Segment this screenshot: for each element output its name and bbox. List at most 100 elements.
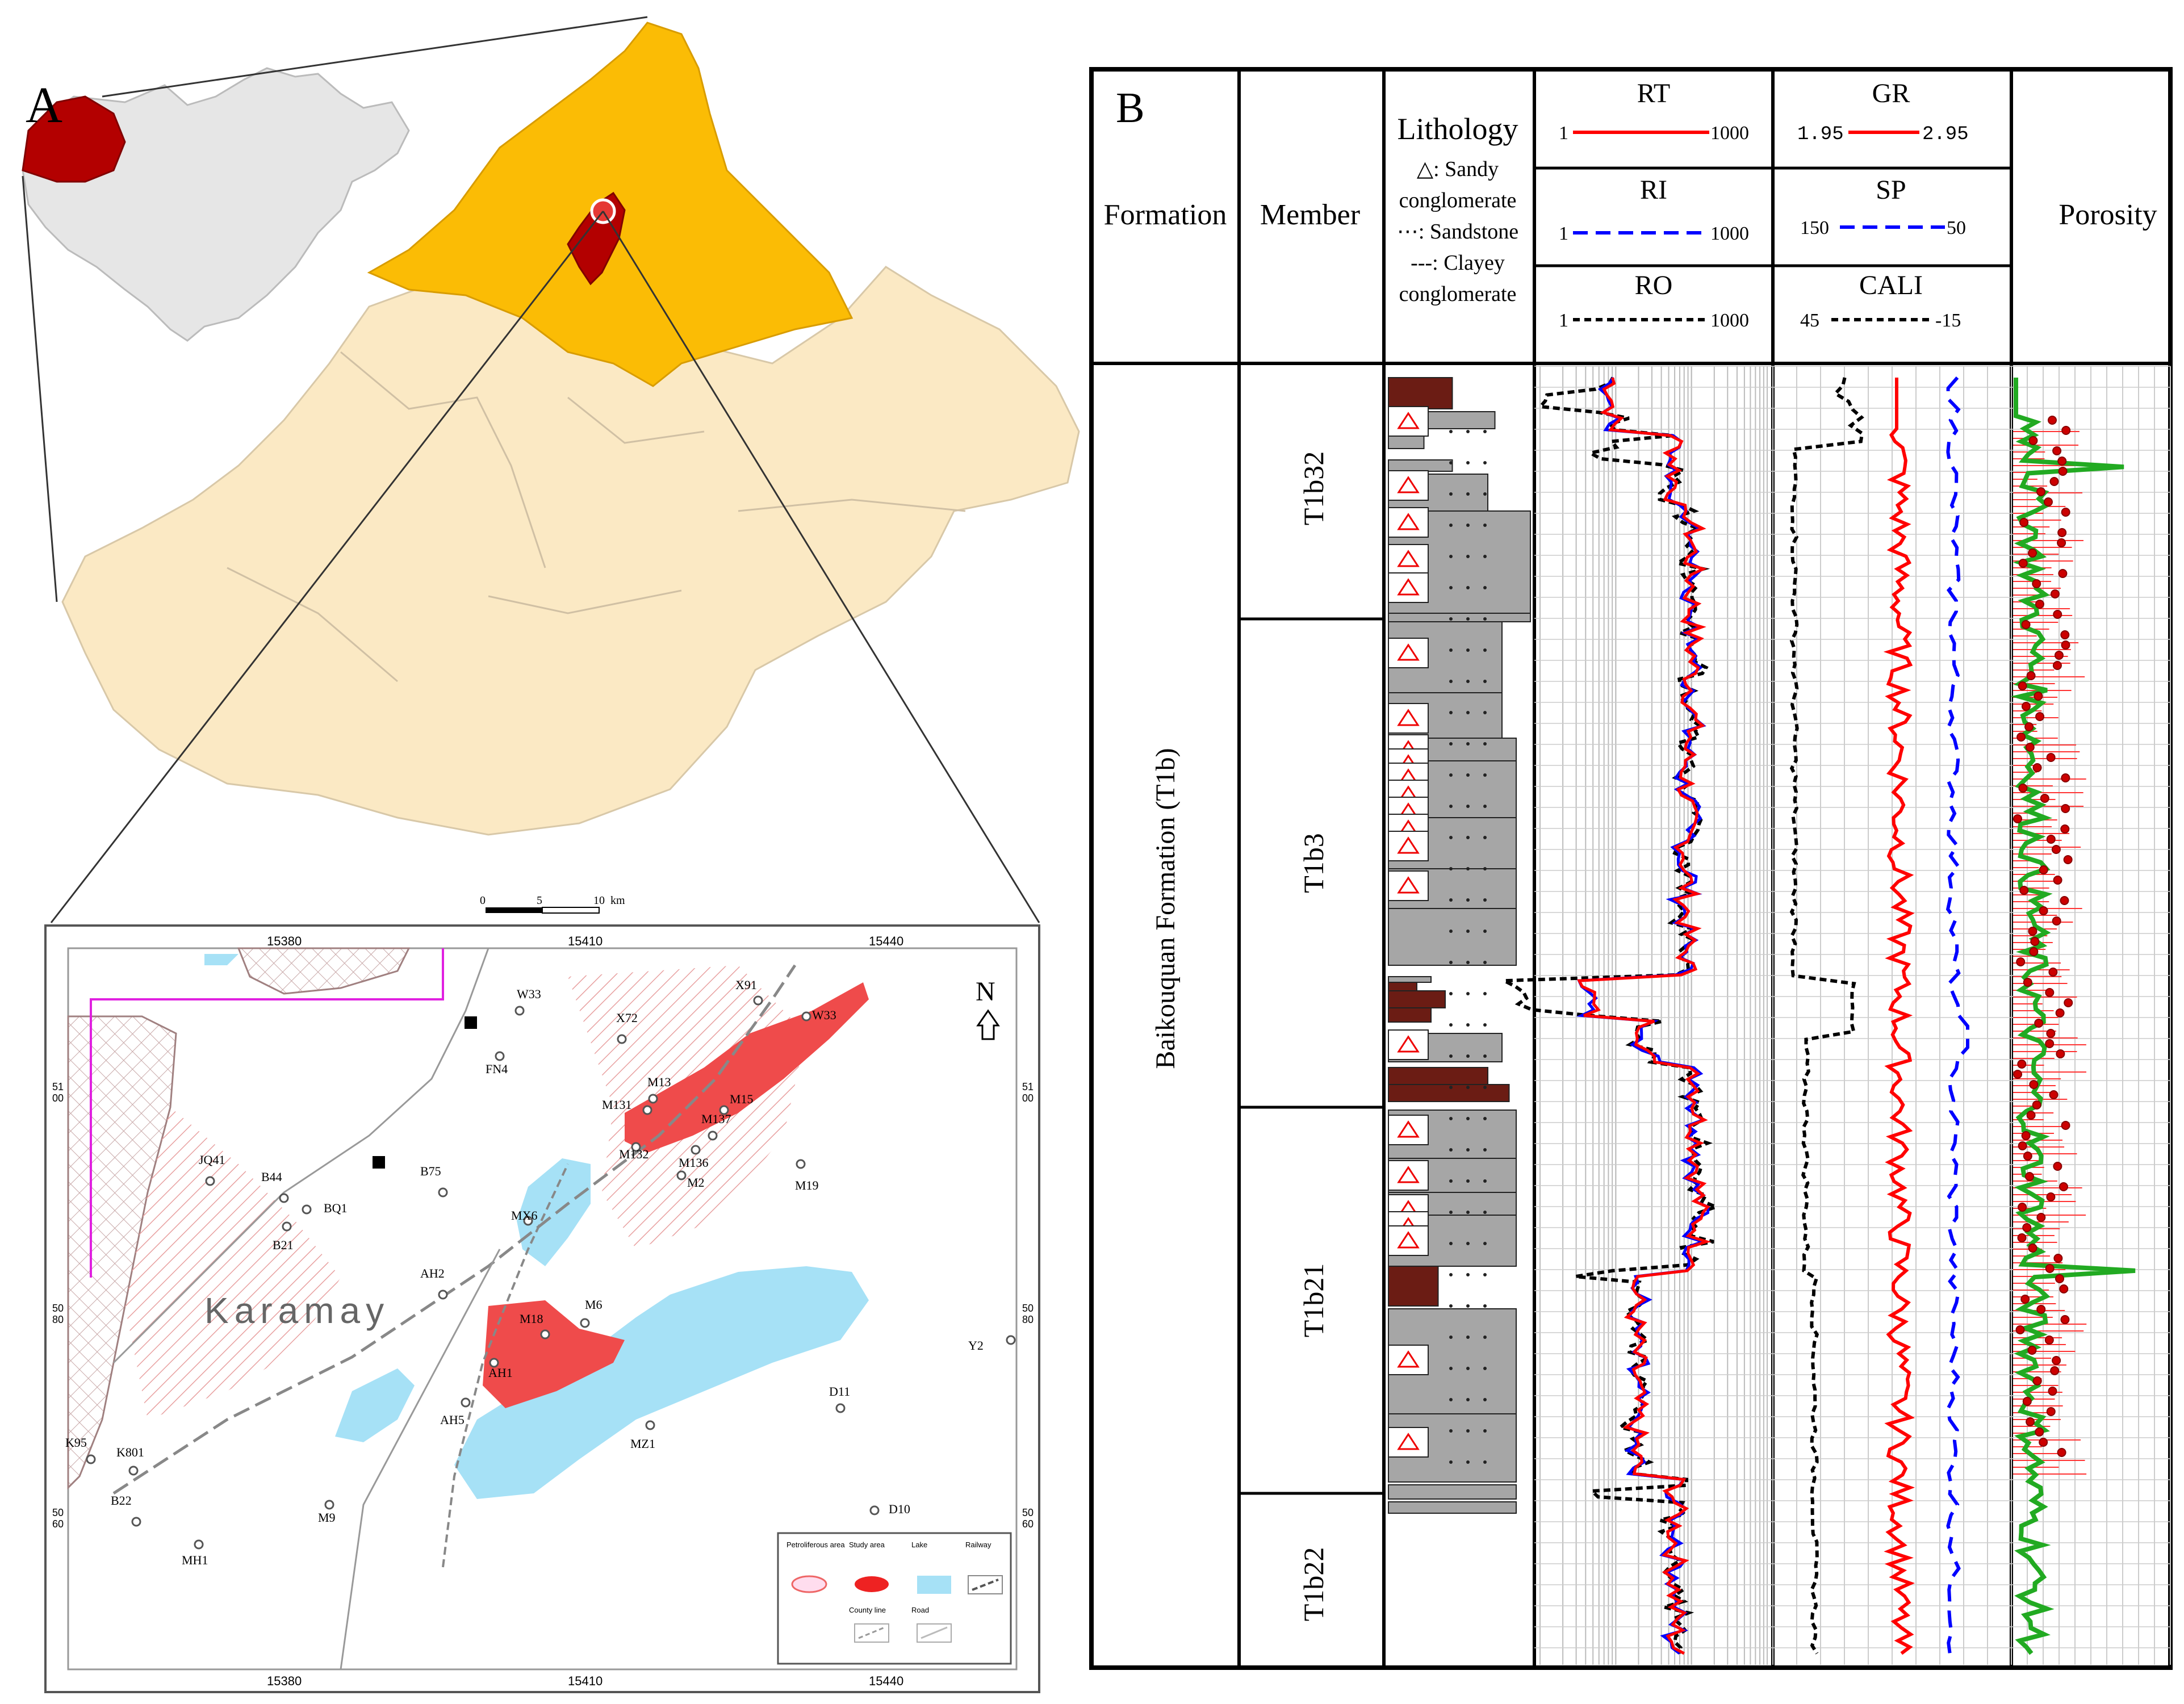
litho-layer xyxy=(1388,613,1531,622)
sand-dot xyxy=(1449,1117,1453,1120)
sand-dot xyxy=(1483,1179,1487,1183)
sand-dot xyxy=(1449,1054,1453,1058)
porosity-point xyxy=(2060,896,2069,905)
scale-bar: 0 5 10 km xyxy=(480,894,625,914)
well-label: AH2 xyxy=(420,1266,445,1280)
porosity-curve xyxy=(2010,378,2136,1655)
porosity-point xyxy=(2061,640,2070,650)
well-marker xyxy=(642,1105,652,1115)
sand-dot xyxy=(1466,1460,1470,1464)
porosity-point xyxy=(2036,1305,2046,1314)
porosity-point xyxy=(2019,886,2029,895)
porosity-point xyxy=(2045,1264,2055,1273)
map-legend: Petroliferous area Study area Lake Railw… xyxy=(777,1532,1012,1665)
sand-dot xyxy=(1449,617,1453,621)
well-marker xyxy=(523,1216,533,1226)
lake-1 xyxy=(517,1158,591,1266)
porosity-point xyxy=(2024,1172,2034,1181)
well-label: K95 xyxy=(65,1435,87,1450)
lithology-legend-sandstone: ⋯: Sandstone xyxy=(1397,220,1518,244)
triangle-icon xyxy=(1397,412,1420,429)
well-marker xyxy=(514,1006,525,1016)
porosity-point xyxy=(2032,579,2041,588)
well-label: AH5 xyxy=(440,1413,465,1427)
sandy-conglomerate-cell xyxy=(1388,638,1429,668)
sand-dot xyxy=(1466,430,1470,433)
porosity-point xyxy=(2018,784,2028,793)
sp-curve xyxy=(1945,376,1969,1654)
facility-1 xyxy=(465,1016,477,1029)
litho-layer xyxy=(1388,1067,1488,1085)
lithology-legend-sandy: △: Sandy xyxy=(1417,157,1499,181)
petroliferous-north xyxy=(237,947,411,995)
litho-layer xyxy=(1388,1484,1517,1500)
sandy-conglomerate-cell xyxy=(1388,703,1429,734)
member-t1b32: T1b32 xyxy=(1298,451,1329,526)
sand-dot xyxy=(1483,1398,1487,1401)
porosity-point xyxy=(2061,508,2070,517)
track-rt-max: 1000 xyxy=(1710,123,1749,144)
sand-dot xyxy=(1449,773,1453,777)
porosity-point xyxy=(2035,600,2044,609)
porosity-point xyxy=(2023,1152,2032,1161)
porosity-point xyxy=(2025,743,2035,752)
well-label: MH1 xyxy=(182,1553,208,1567)
city-label: Karamay xyxy=(204,1290,390,1331)
north-arrow-icon xyxy=(976,1009,1000,1040)
header-formation: Formation xyxy=(1104,199,1227,231)
porosity-point xyxy=(2027,1346,2037,1355)
triangle-icon xyxy=(1397,1035,1420,1053)
railway-line xyxy=(112,964,797,1495)
triangle-icon xyxy=(1397,1120,1420,1138)
sand-dot xyxy=(1449,430,1453,433)
porosity-point xyxy=(2035,712,2045,721)
panel-a-label: A xyxy=(26,77,62,133)
scale-label-10: 10 xyxy=(593,894,605,907)
sand-dot xyxy=(1466,992,1470,995)
porosity-point xyxy=(2052,1356,2061,1365)
scale-label-5: 5 xyxy=(537,894,542,907)
porosity-point xyxy=(2054,651,2064,660)
porosity-point xyxy=(2045,988,2055,997)
sand-dot xyxy=(1449,898,1453,902)
litho-layer xyxy=(1388,982,1417,991)
boundary-line xyxy=(90,948,444,1278)
track-ri-min: 1 xyxy=(1559,223,1568,244)
porosity-point xyxy=(2052,916,2061,926)
legend-petroliferous: Petroliferous area xyxy=(786,1540,845,1549)
porosity-point xyxy=(2016,732,2026,742)
well-marker xyxy=(302,1204,312,1215)
sand-dot xyxy=(1449,648,1453,652)
sandy-conglomerate-cell xyxy=(1388,1345,1429,1375)
porosity-point xyxy=(2056,1049,2065,1058)
sand-dot xyxy=(1466,1211,1470,1214)
tick-top-15440: 15440 xyxy=(869,934,903,948)
porosity-point xyxy=(2057,457,2067,466)
porosity-point xyxy=(2019,518,2029,527)
porosity-point xyxy=(2028,927,2037,936)
sand-dot xyxy=(1449,524,1453,527)
sand-dot xyxy=(1466,1054,1470,1058)
well-marker xyxy=(279,1193,289,1203)
porosity-point xyxy=(2013,1070,2023,1079)
triangle-icon xyxy=(1397,1350,1420,1368)
litho-layer xyxy=(1388,1007,1432,1023)
sandy-conglomerate-cell xyxy=(1388,1029,1429,1060)
sandy-conglomerate-cell xyxy=(1388,1427,1429,1458)
sand-dot xyxy=(1483,805,1487,808)
porosity-point xyxy=(2026,1111,2036,1120)
sandy-conglomerate-cell xyxy=(1388,572,1429,603)
triangle-icon xyxy=(1397,709,1420,726)
porosity-point xyxy=(2053,610,2062,619)
sand-dot xyxy=(1466,867,1470,870)
sandy-conglomerate-cell xyxy=(1388,544,1429,575)
track-cali-min: 45 xyxy=(1800,310,1819,331)
sand-dot xyxy=(1466,1023,1470,1027)
inset-map: 15380 15410 15440 15380 15410 15440 5100… xyxy=(44,924,1040,1693)
well-label: D11 xyxy=(829,1384,850,1399)
sand-dot xyxy=(1483,1335,1487,1339)
well-marker xyxy=(131,1517,141,1527)
facility-2 xyxy=(373,1156,385,1169)
track-ri-max: 1000 xyxy=(1710,223,1749,244)
